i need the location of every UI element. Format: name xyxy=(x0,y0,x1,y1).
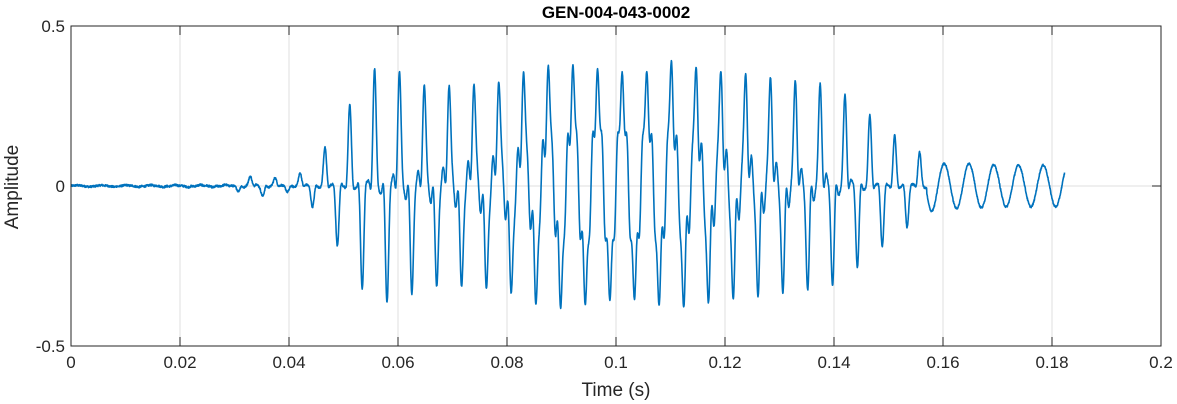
y-tick-label: 0 xyxy=(56,177,65,196)
plot-area xyxy=(70,59,1066,310)
y-tick-label: 0.5 xyxy=(41,17,65,36)
y-tick-label: -0.5 xyxy=(36,337,65,356)
x-tick-label: 0.14 xyxy=(817,353,850,372)
x-tick-label: 0.18 xyxy=(1035,353,1068,372)
x-tick-label: 0.1 xyxy=(604,353,628,372)
waveform-series-line xyxy=(70,59,1066,310)
x-tick-label: 0.16 xyxy=(926,353,959,372)
y-axis-label: Amplitude xyxy=(2,145,23,230)
axes-box xyxy=(70,25,1162,347)
x-tick-label: 0.04 xyxy=(272,353,305,372)
x-tick-label: 0 xyxy=(66,353,75,372)
x-tick-label: 0.2 xyxy=(1149,353,1173,372)
x-tick-label: 0.06 xyxy=(381,353,414,372)
tick-labels: 0 0.02 0.04 0.06 0.08 0.1 0.12 0.14 0.16 0.18 0.2 -… xyxy=(36,17,1173,372)
x-axis-label: Time (s) xyxy=(582,380,651,401)
chart-title: GEN-004-043-0002 xyxy=(542,3,690,22)
x-tick-label: 0.08 xyxy=(490,353,523,372)
x-tick-label: 0.12 xyxy=(708,353,741,372)
x-tick-label: 0.02 xyxy=(163,353,196,372)
